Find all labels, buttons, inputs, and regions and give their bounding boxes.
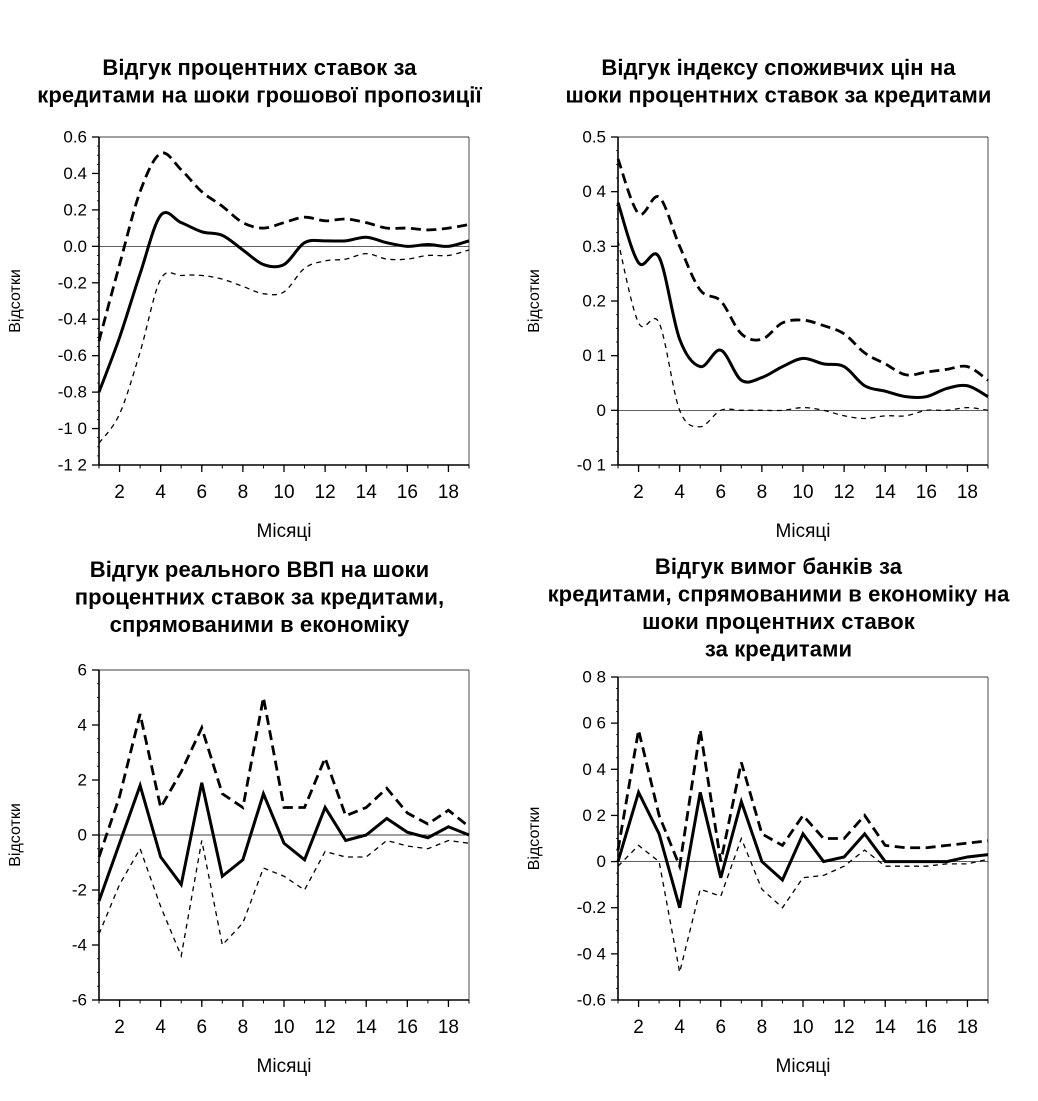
- svg-text:-0.8: -0.8: [58, 383, 87, 402]
- svg-text:4: 4: [155, 1017, 166, 1038]
- svg-text:-1 0: -1 0: [58, 419, 87, 438]
- svg-text:2: 2: [78, 771, 87, 790]
- svg-text:6: 6: [196, 482, 207, 503]
- svg-text:6: 6: [715, 482, 726, 503]
- svg-text:2: 2: [114, 482, 125, 503]
- svg-text:2: 2: [114, 1017, 125, 1038]
- svg-text:Місяці: Місяці: [257, 1056, 312, 1077]
- svg-text:2: 2: [633, 1017, 644, 1038]
- svg-text:Відсотки: Відсотки: [7, 803, 24, 867]
- svg-text:за кредитами: за кредитами: [705, 637, 852, 662]
- svg-text:-0.2: -0.2: [58, 273, 87, 292]
- svg-text:16: 16: [397, 482, 418, 503]
- svg-text:Відгук вимог банків за: Відгук вимог банків за: [655, 554, 903, 579]
- svg-text:-2: -2: [72, 881, 87, 900]
- svg-text:18: 18: [438, 482, 459, 503]
- svg-text:шоки процентних ставок: шоки процентних ставок: [642, 609, 916, 634]
- svg-text:Місяці: Місяці: [776, 1056, 831, 1077]
- svg-text:Відгук процентних ставок за: Відгук процентних ставок за: [102, 55, 417, 80]
- svg-text:0 6: 0 6: [582, 714, 606, 733]
- svg-text:2: 2: [633, 482, 644, 503]
- svg-text:10: 10: [273, 482, 294, 503]
- svg-text:6: 6: [78, 661, 87, 680]
- svg-text:-1 2: -1 2: [58, 456, 87, 475]
- svg-text:18: 18: [957, 1017, 978, 1038]
- svg-text:10: 10: [792, 1017, 813, 1038]
- svg-text:Відсотки: Відсотки: [7, 269, 24, 333]
- svg-text:-4: -4: [72, 936, 87, 955]
- svg-text:процентних ставок за кредитами: процентних ставок за кредитами,: [75, 585, 444, 610]
- svg-text:Відсотки: Відсотки: [526, 269, 543, 333]
- svg-text:0: 0: [597, 852, 606, 871]
- svg-text:12: 12: [834, 482, 855, 503]
- svg-text:8: 8: [757, 482, 768, 503]
- svg-text:-0.2: -0.2: [577, 898, 606, 917]
- svg-text:4: 4: [78, 716, 87, 735]
- svg-text:0 1: 0 1: [582, 346, 606, 365]
- svg-text:кредитами на шоки грошової про: кредитами на шоки грошової пропозиції: [37, 83, 482, 108]
- svg-text:спрямованими в економіку: спрямованими в економіку: [110, 612, 410, 637]
- svg-text:0.4: 0.4: [63, 164, 87, 183]
- svg-text:12: 12: [315, 1017, 336, 1038]
- svg-text:12: 12: [834, 1017, 855, 1038]
- svg-text:0 2: 0 2: [582, 806, 606, 825]
- svg-text:14: 14: [356, 482, 378, 503]
- svg-text:4: 4: [155, 482, 166, 503]
- svg-text:-0 1: -0 1: [577, 456, 606, 475]
- svg-text:0: 0: [78, 826, 87, 845]
- svg-text:Відгук індексу споживчих цін н: Відгук індексу споживчих цін на: [601, 55, 956, 80]
- svg-text:16: 16: [397, 1017, 418, 1038]
- svg-text:-0.6: -0.6: [58, 346, 87, 365]
- svg-text:кредитами, спрямованими в екон: кредитами, спрямованими в економіку на: [548, 582, 1011, 607]
- svg-text:-0.6: -0.6: [577, 991, 606, 1010]
- svg-text:0.0: 0.0: [63, 237, 87, 256]
- svg-text:12: 12: [315, 482, 336, 503]
- svg-text:6: 6: [715, 1017, 726, 1038]
- svg-text:8: 8: [238, 482, 249, 503]
- svg-text:16: 16: [916, 482, 937, 503]
- svg-text:14: 14: [875, 482, 897, 503]
- svg-text:Місяці: Місяці: [776, 521, 831, 542]
- svg-text:Відсотки: Відсотки: [526, 807, 543, 871]
- svg-text:0 4: 0 4: [582, 760, 606, 779]
- svg-text:18: 18: [957, 482, 978, 503]
- svg-text:0.5: 0.5: [582, 128, 606, 147]
- svg-text:0.3: 0.3: [582, 237, 606, 256]
- svg-text:8: 8: [757, 1017, 768, 1038]
- svg-text:-6: -6: [72, 991, 87, 1010]
- svg-text:14: 14: [875, 1017, 897, 1038]
- svg-text:0.2: 0.2: [582, 292, 606, 311]
- svg-text:Відгук реального ВВП на шоки: Відгук реального ВВП на шоки: [90, 557, 430, 582]
- svg-text:14: 14: [356, 1017, 378, 1038]
- svg-text:0 4: 0 4: [582, 182, 606, 201]
- svg-text:-0 4: -0 4: [577, 944, 606, 963]
- svg-text:-0.4: -0.4: [58, 310, 87, 329]
- svg-text:6: 6: [196, 1017, 207, 1038]
- svg-text:18: 18: [438, 1017, 459, 1038]
- svg-text:16: 16: [916, 1017, 937, 1038]
- svg-text:4: 4: [674, 1017, 685, 1038]
- svg-text:0: 0: [597, 401, 606, 420]
- svg-text:10: 10: [792, 482, 813, 503]
- svg-text:0.6: 0.6: [63, 128, 87, 147]
- svg-text:шоки процентних ставок за кред: шоки процентних ставок за кредитами: [565, 83, 991, 108]
- svg-text:10: 10: [273, 1017, 294, 1038]
- svg-text:0.2: 0.2: [63, 200, 87, 219]
- svg-text:Місяці: Місяці: [257, 521, 312, 542]
- svg-text:0 8: 0 8: [582, 668, 606, 687]
- svg-text:4: 4: [674, 482, 685, 503]
- svg-text:8: 8: [238, 1017, 249, 1038]
